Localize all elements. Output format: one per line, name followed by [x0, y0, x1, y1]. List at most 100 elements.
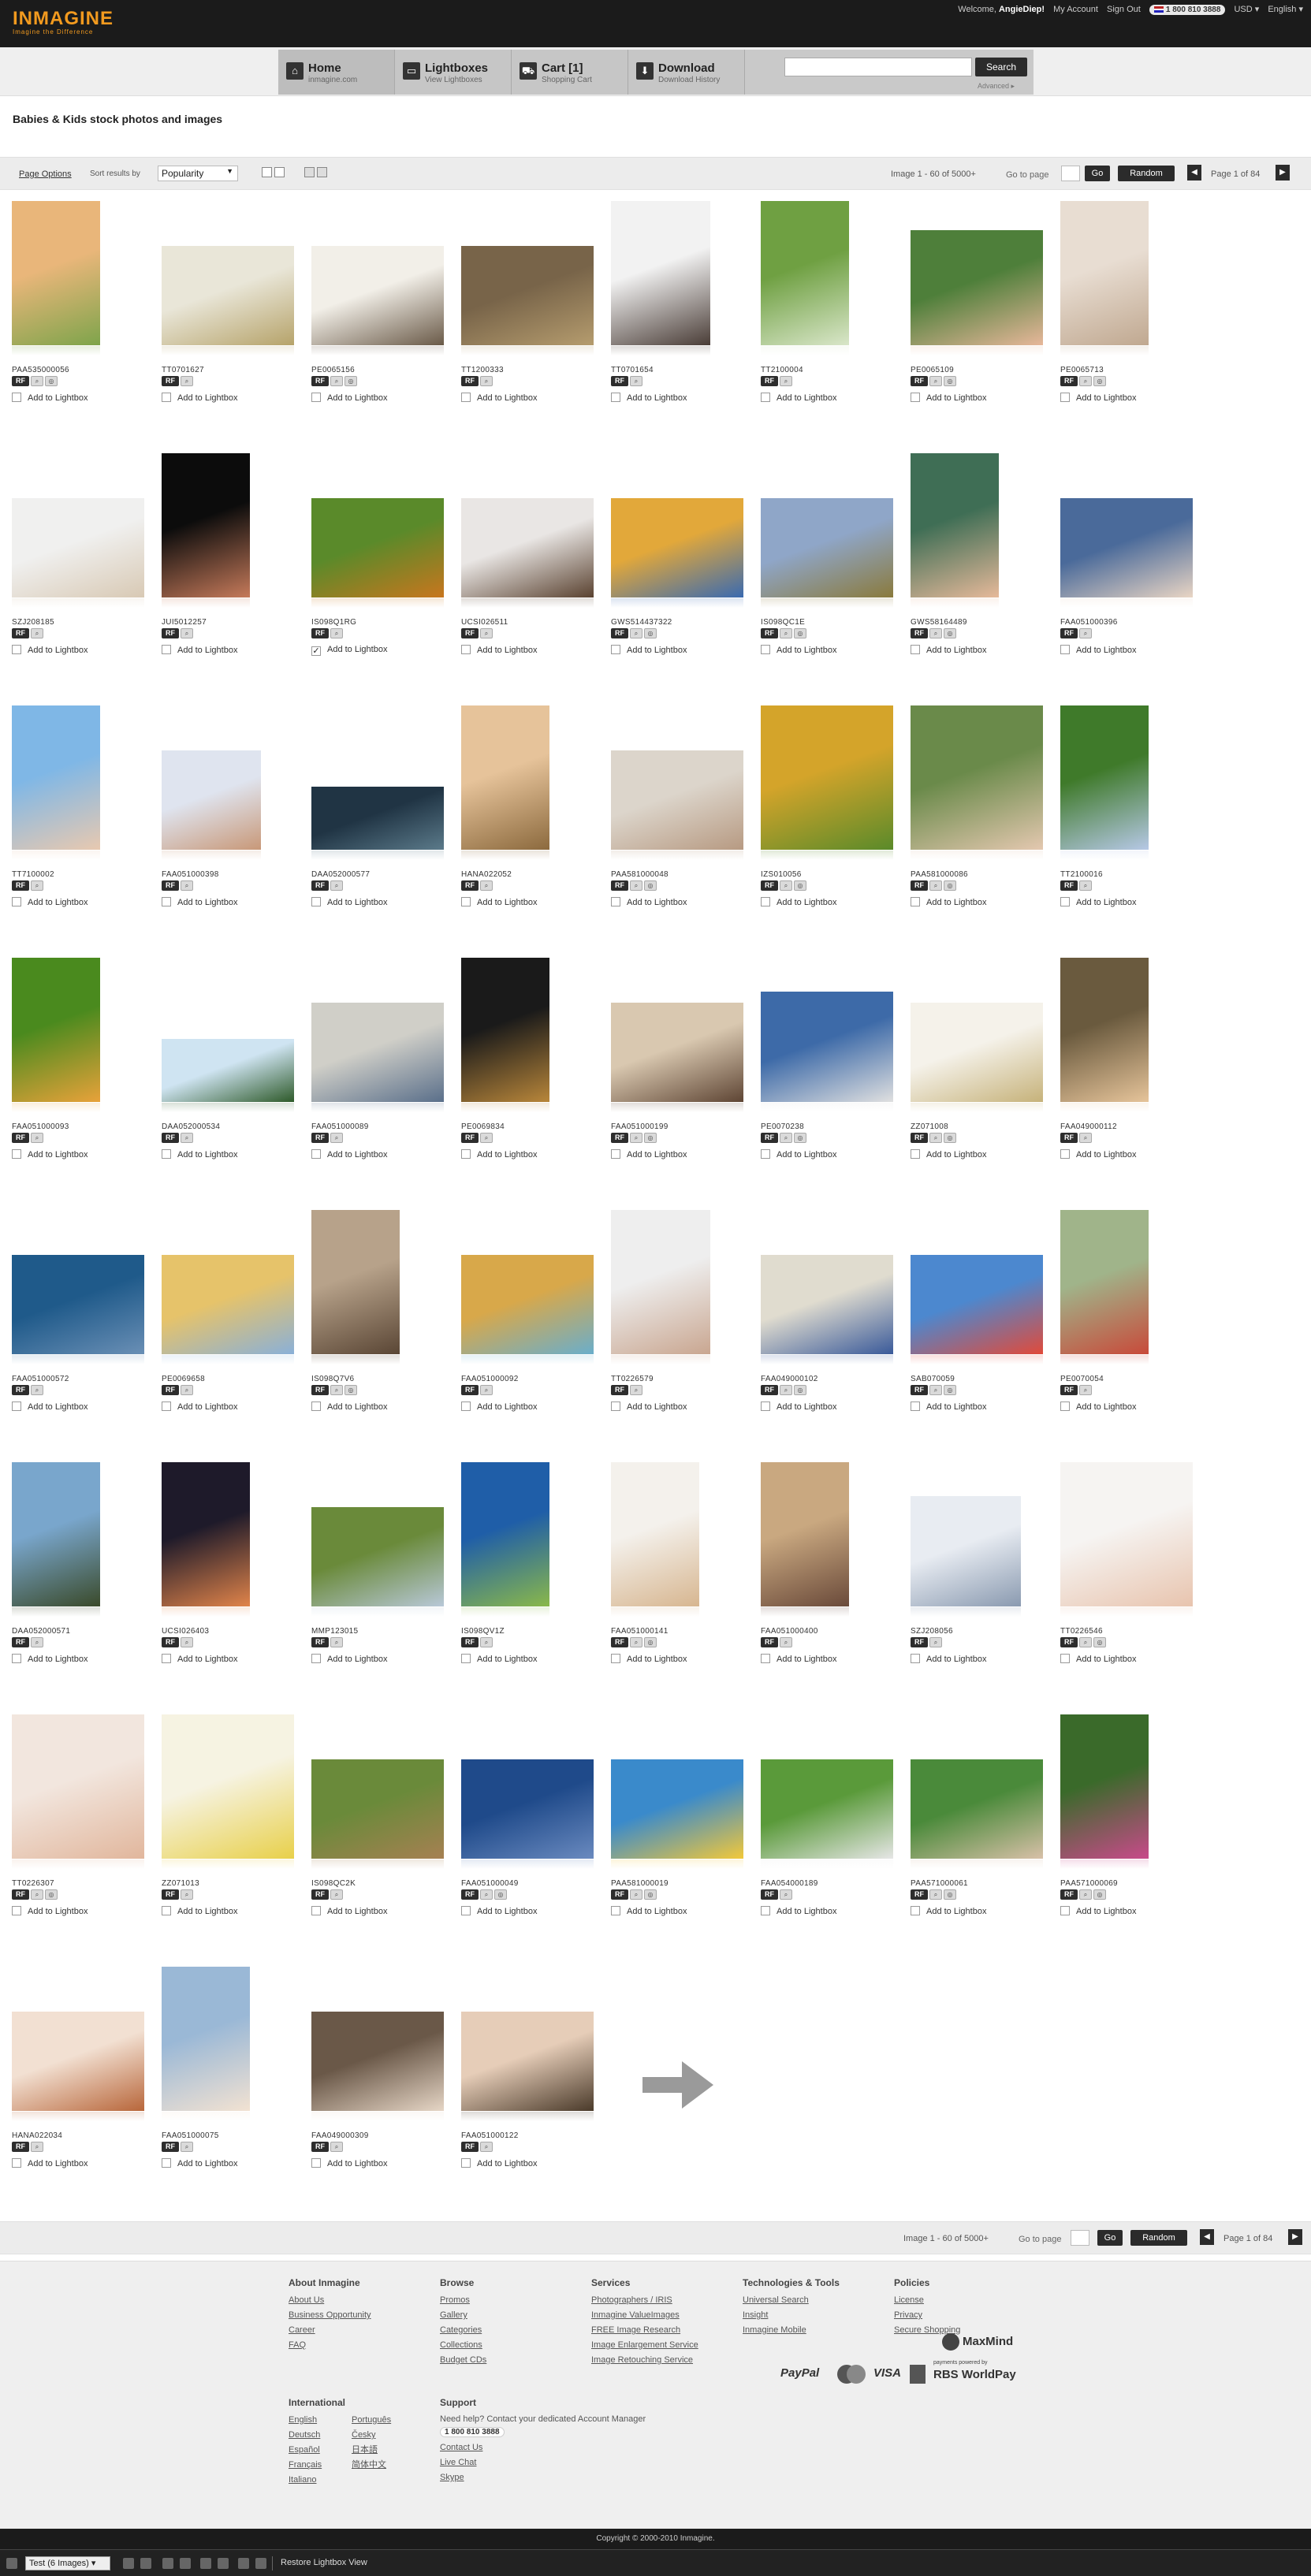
image-code[interactable]: PE0069834: [461, 1122, 505, 1131]
zoom-icon[interactable]: ⌕: [480, 880, 493, 891]
add-to-lightbox-checkbox[interactable]: [12, 1654, 21, 1663]
stock-photo-thumbnail[interactable]: [911, 1255, 1043, 1354]
stock-photo-thumbnail[interactable]: [162, 1255, 294, 1354]
zoom-icon[interactable]: ⌕: [1079, 628, 1092, 638]
add-to-lightbox[interactable]: Add to Lightbox: [12, 1906, 88, 1916]
download-icon[interactable]: [238, 2558, 249, 2569]
add-to-lightbox[interactable]: Add to Lightbox: [162, 645, 237, 655]
footer-link[interactable]: Skype: [440, 2473, 464, 2482]
stock-photo-thumbnail[interactable]: [311, 246, 444, 345]
image-code[interactable]: PE0070054: [1060, 1375, 1104, 1383]
stock-photo-thumbnail[interactable]: [611, 498, 743, 597]
add-to-lightbox-checkbox[interactable]: [761, 1906, 770, 1915]
similar-images-icon[interactable]: ◎: [944, 1385, 956, 1395]
zoom-icon[interactable]: ⌕: [480, 628, 493, 638]
add-to-lightbox-checkbox[interactable]: [1060, 1402, 1070, 1411]
add-to-lightbox-checkbox[interactable]: [1060, 897, 1070, 906]
language-link[interactable]: Français: [289, 2460, 322, 2470]
zoom-icon[interactable]: ⌕: [181, 628, 193, 638]
stock-photo-thumbnail[interactable]: [461, 958, 549, 1102]
add-to-lightbox-checkbox[interactable]: [611, 1906, 620, 1915]
language-link[interactable]: Česky: [352, 2430, 376, 2440]
zoom-icon[interactable]: ⌕: [31, 2142, 43, 2152]
stock-photo-thumbnail[interactable]: [311, 1003, 444, 1102]
image-code[interactable]: IS098Q7V6: [311, 1375, 355, 1383]
image-code[interactable]: UCSI026511: [461, 618, 508, 627]
add-to-lightbox-checkbox[interactable]: [12, 645, 21, 654]
zoom-icon[interactable]: ⌕: [780, 1637, 792, 1647]
zoom-icon[interactable]: ⌕: [31, 628, 43, 638]
stock-photo-thumbnail[interactable]: [611, 1462, 699, 1606]
zoom-icon[interactable]: ⌕: [1079, 1133, 1092, 1143]
add-to-lightbox[interactable]: Add to Lightbox: [761, 1654, 836, 1664]
stock-photo-thumbnail[interactable]: [761, 498, 893, 597]
stock-photo-thumbnail[interactable]: [461, 2012, 594, 2111]
image-code[interactable]: FAA051000075: [162, 2131, 219, 2140]
stock-photo-thumbnail[interactable]: [611, 1759, 743, 1859]
add-to-lightbox-checkbox[interactable]: [311, 2158, 321, 2168]
stock-photo-thumbnail[interactable]: [911, 705, 1043, 850]
similar-images-icon[interactable]: ◎: [644, 880, 657, 891]
zoom-icon[interactable]: ⌕: [630, 880, 642, 891]
footer-link[interactable]: License: [894, 2295, 924, 2305]
image-code[interactable]: GWS58164489: [911, 618, 967, 627]
add-to-lightbox[interactable]: Add to Lightbox: [611, 1906, 687, 1916]
stock-photo-thumbnail[interactable]: [761, 1462, 849, 1606]
edit-icon[interactable]: [123, 2558, 134, 2569]
stock-photo-thumbnail[interactable]: [611, 201, 710, 345]
stock-photo-thumbnail[interactable]: [12, 705, 100, 850]
copy-icon[interactable]: [162, 2558, 173, 2569]
zoom-icon[interactable]: ⌕: [330, 628, 343, 638]
zoom-icon[interactable]: ⌕: [1079, 1385, 1092, 1395]
add-to-lightbox[interactable]: Add to Lightbox: [311, 1149, 387, 1160]
add-to-lightbox-checkbox[interactable]: [311, 1402, 321, 1411]
add-to-lightbox[interactable]: Add to Lightbox: [761, 1906, 836, 1916]
image-code[interactable]: TT0226579: [611, 1375, 654, 1383]
similar-images-icon[interactable]: ◎: [644, 1637, 657, 1647]
add-to-lightbox[interactable]: Add to Lightbox: [1060, 897, 1136, 907]
zoom-icon[interactable]: ⌕: [630, 1385, 642, 1395]
image-code[interactable]: FAA051000400: [761, 1627, 818, 1636]
add-to-lightbox[interactable]: Add to Lightbox: [311, 897, 387, 907]
similar-images-icon[interactable]: ◎: [644, 1133, 657, 1143]
stock-photo-thumbnail[interactable]: [461, 1462, 549, 1606]
image-code[interactable]: IS098QC1E: [761, 618, 806, 627]
image-code[interactable]: FAA051000141: [611, 1627, 669, 1636]
add-to-lightbox[interactable]: Add to Lightbox: [461, 1906, 537, 1916]
add-to-lightbox[interactable]: Add to Lightbox: [611, 393, 687, 403]
image-code[interactable]: DAA052000534: [162, 1122, 221, 1131]
add-to-lightbox-checkbox[interactable]: [1060, 1654, 1070, 1663]
print-icon[interactable]: [200, 2558, 211, 2569]
add-to-lightbox[interactable]: Add to Lightbox: [1060, 1402, 1136, 1412]
add-to-lightbox[interactable]: Add to Lightbox: [461, 1402, 537, 1412]
add-to-lightbox[interactable]: Add to Lightbox: [311, 1402, 387, 1412]
add-to-lightbox[interactable]: Add to Lightbox: [1060, 1149, 1136, 1160]
stock-photo-thumbnail[interactable]: [461, 498, 594, 597]
stock-photo-thumbnail[interactable]: [761, 1759, 893, 1859]
similar-images-icon[interactable]: ◎: [1093, 1889, 1106, 1900]
stock-photo-thumbnail[interactable]: [1060, 201, 1149, 345]
add-to-lightbox-checkbox[interactable]: [611, 1149, 620, 1159]
add-to-lightbox-checkbox[interactable]: [162, 1906, 171, 1915]
image-code[interactable]: JUI5012257: [162, 618, 207, 627]
stock-photo-thumbnail[interactable]: [461, 1759, 594, 1859]
add-to-lightbox[interactable]: Add to Lightbox: [461, 1149, 537, 1160]
add-to-lightbox[interactable]: Add to Lightbox: [461, 393, 537, 403]
image-code[interactable]: SZJ208056: [911, 1627, 953, 1636]
add-to-lightbox-checkbox[interactable]: [461, 393, 471, 402]
zoom-icon[interactable]: ⌕: [181, 1385, 193, 1395]
image-code[interactable]: IS098QC2K: [311, 1879, 356, 1888]
add-to-lightbox-checkbox[interactable]: [461, 1149, 471, 1159]
add-to-lightbox[interactable]: Add to Lightbox: [162, 1654, 237, 1664]
add-to-lightbox[interactable]: Add to Lightbox: [12, 2158, 88, 2168]
stock-photo-thumbnail[interactable]: [162, 750, 261, 850]
stock-photo-thumbnail[interactable]: [761, 992, 893, 1102]
zoom-icon[interactable]: ⌕: [929, 1637, 942, 1647]
footer-link[interactable]: Insight: [743, 2310, 769, 2320]
nav-tab-download[interactable]: ⬇ Download Download History: [628, 50, 745, 95]
add-to-lightbox-checkbox[interactable]: [461, 645, 471, 654]
stock-photo-thumbnail[interactable]: [12, 1714, 144, 1859]
zoom-icon[interactable]: ⌕: [929, 1385, 942, 1395]
add-to-lightbox-checkbox[interactable]: [761, 1402, 770, 1411]
footer-link[interactable]: Promos: [440, 2295, 470, 2305]
